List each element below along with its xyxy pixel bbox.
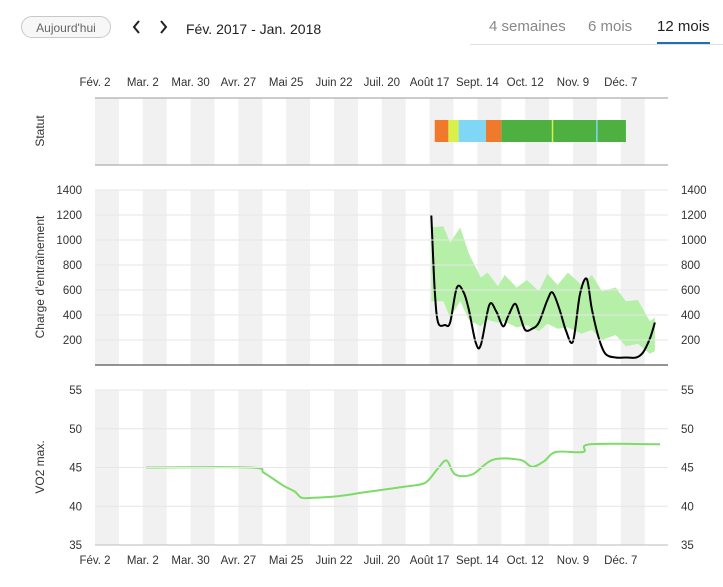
week-stripe [525,190,550,365]
chevron-right-icon [160,20,168,34]
week-stripe [334,190,358,365]
x-tick-top: Avr. 27 [221,77,257,89]
status-marker [551,120,554,142]
x-tick-bottom: Mar. 2 [127,555,159,567]
next-period-button[interactable] [156,17,172,37]
load-ytick-right: 600 [681,285,700,297]
vo2-ytick-right: 40 [681,501,694,513]
week-stripe [238,98,263,165]
week-stripe [142,98,167,165]
vo2-ytick-left: 45 [69,463,82,475]
x-tick-top: Mar. 2 [127,77,159,89]
status-segment [501,120,626,142]
vo2-ytick-right: 55 [681,385,694,397]
load-ytick-right: 1400 [681,185,707,197]
load-ytick-left: 400 [63,310,82,322]
x-tick-top: Août 17 [410,77,450,89]
load-panel-ylabel: Charge d’entraînement [33,215,47,338]
x-tick-bottom: Août 17 [410,555,450,567]
x-tick-bottom: Oct. 12 [507,555,544,567]
week-stripe [381,98,406,165]
x-tick-bottom: Juin 22 [315,555,352,567]
week-stripe [334,98,358,165]
week-stripe [190,98,215,165]
week-stripe [95,98,119,165]
vo2-ytick-right: 45 [681,463,694,475]
status-segment [458,120,486,142]
x-tick-bottom: Déc. 7 [604,555,637,567]
week-stripe [190,190,215,365]
x-tick-top: Juil. 20 [364,77,400,89]
date-range-label: Fév. 2017 - Jan. 2018 [186,21,322,37]
status-panel-ylabel: Statut [33,115,47,147]
week-stripe [381,190,406,365]
load-ytick-right: 1000 [681,235,707,247]
x-tick-top: Fév. 2 [79,77,110,89]
tab-6-months[interactable]: 6 mois [588,18,633,35]
vo2-ytick-left: 55 [69,385,82,397]
load-ytick-left: 800 [63,260,82,272]
load-ytick-left: 1000 [56,235,82,247]
x-tick-bottom: Avr. 27 [221,555,257,567]
vo2-ytick-right: 35 [681,540,694,552]
x-tick-top: Mai 25 [269,77,304,89]
tick-labels: 200 200 400 400 600 600 800 800 1000 1000 1200 1200… [56,77,706,567]
x-tick-bottom: Sept. 14 [456,555,499,567]
training-load-line [430,214,656,359]
x-tick-top: Oct. 12 [507,77,544,89]
vo2-panel-ylabel: VO2 max. [33,440,47,493]
vo2-ytick-left: 50 [69,424,82,436]
load-ytick-left: 600 [63,285,82,297]
load-ytick-right: 400 [681,310,700,322]
x-tick-bottom: Juil. 20 [364,555,400,567]
x-tick-bottom: Fév. 2 [79,555,110,567]
week-stripe [238,190,263,365]
previous-period-button[interactable] [129,17,145,37]
load-ytick-left: 200 [63,335,82,347]
week-stripe [95,190,119,365]
x-tick-top: Nov. 9 [557,77,589,89]
load-ytick-right: 800 [681,260,700,272]
status-segment [448,120,459,142]
chevron-left-icon [132,20,140,34]
status-bars [434,120,626,142]
status-segment [485,120,502,142]
x-tick-top: Mar. 30 [171,77,209,89]
panel-rules [95,97,668,546]
x-tick-bottom: Mai 25 [269,555,304,567]
week-stripe [142,190,167,365]
load-ytick-right: 1200 [681,210,707,222]
week-stripe [620,98,645,165]
top-toolbar: Aujourd'hui Fév. 2017 - Jan. 2018 4 sema… [0,0,723,46]
status-marker [596,120,598,142]
load-ytick-left: 1200 [56,210,82,222]
x-tick-top: Déc. 7 [604,77,637,89]
x-tick-top: Juin 22 [315,77,352,89]
tab-4-weeks[interactable]: 4 semaines [489,18,566,35]
x-tick-bottom: Nov. 9 [557,555,589,567]
vo2-ytick-left: 35 [69,540,82,552]
load-ytick-right: 200 [681,335,700,347]
week-stripe [286,98,311,165]
week-stripe [286,190,311,365]
today-button[interactable]: Aujourd'hui [21,16,111,38]
vo2-ytick-left: 40 [69,501,82,513]
tab-12-months[interactable]: 12 mois [657,18,710,44]
x-tick-top: Sept. 14 [456,77,499,89]
vo2-ytick-right: 50 [681,424,694,436]
tab-divider [470,44,723,45]
load-ytick-left: 1400 [56,185,82,197]
vo2max-line [146,442,661,500]
x-tick-bottom: Mar. 30 [171,555,209,567]
vo2max-plot [146,442,661,500]
status-segment [434,120,449,142]
